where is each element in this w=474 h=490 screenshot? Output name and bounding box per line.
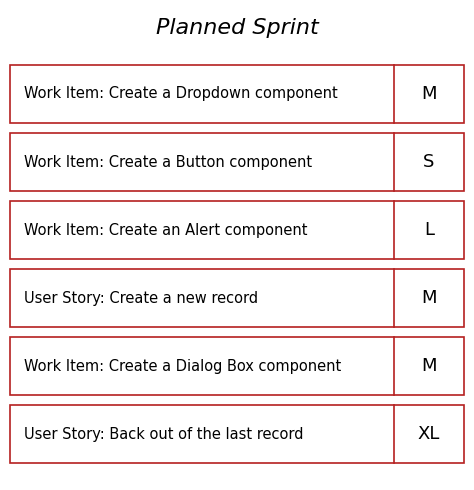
Text: User Story: Create a new record: User Story: Create a new record (24, 291, 258, 305)
Bar (10, 405, 464, 463)
Text: Work Item: Create a Button component: Work Item: Create a Button component (24, 154, 312, 170)
Text: M: M (421, 85, 437, 103)
Bar (10, 337, 464, 395)
Bar (10, 201, 464, 259)
Text: Work Item: Create a Dialog Box component: Work Item: Create a Dialog Box component (24, 359, 341, 373)
Text: XL: XL (418, 425, 440, 443)
Text: M: M (421, 289, 437, 307)
Bar (10, 269, 464, 327)
Bar (10, 133, 464, 191)
Text: Work Item: Create a Dropdown component: Work Item: Create a Dropdown component (24, 87, 338, 101)
Bar (10, 65, 464, 123)
Text: User Story: Back out of the last record: User Story: Back out of the last record (24, 426, 303, 441)
Text: Planned Sprint: Planned Sprint (155, 18, 319, 38)
Text: L: L (424, 221, 434, 239)
Text: S: S (423, 153, 435, 171)
Text: M: M (421, 357, 437, 375)
Text: Work Item: Create an Alert component: Work Item: Create an Alert component (24, 222, 308, 238)
